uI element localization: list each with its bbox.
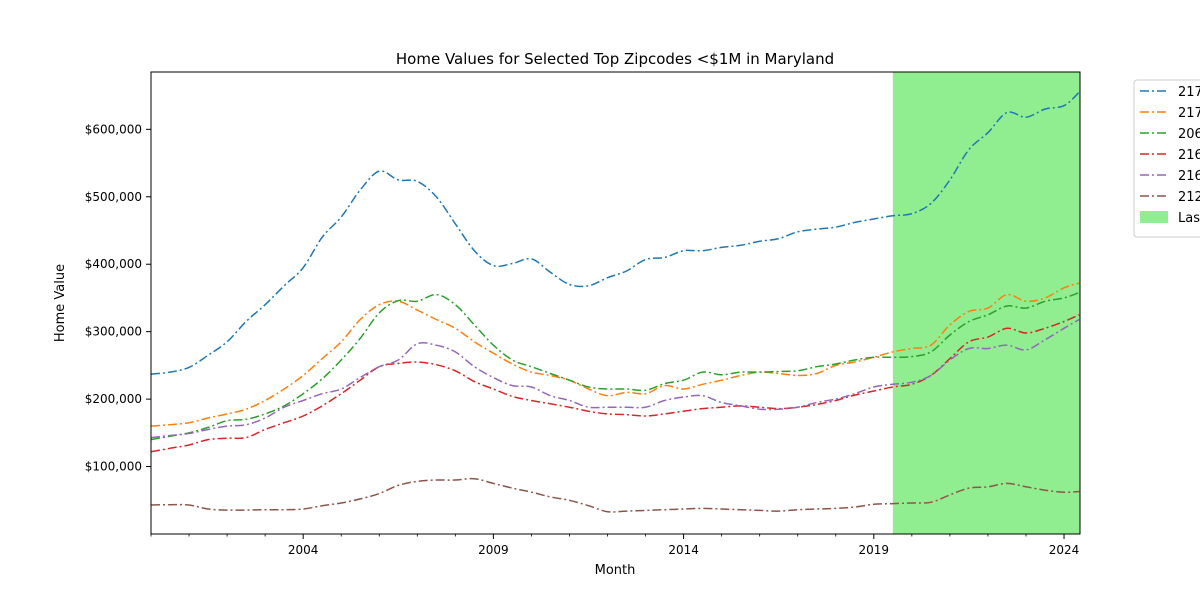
x-tick-label: 2014: [668, 543, 699, 557]
series-line-5: [151, 318, 1080, 439]
chart-title: Home Values for Selected Top Zipcodes <$…: [396, 50, 834, 68]
legend-label: 217: [1178, 106, 1200, 121]
x-tick-label: 2024: [1049, 543, 1080, 557]
x-axis-label: Month: [595, 563, 636, 578]
legend-label: 216: [1178, 148, 1200, 163]
legend-label: 216: [1178, 169, 1200, 184]
legend: 217 217 206 216 216 212 Las: [1133, 79, 1200, 238]
plot-frame: [150, 71, 1081, 535]
x-tick-label: 2019: [859, 543, 890, 557]
highlight-band: [892, 72, 1080, 534]
series-line-3: [151, 291, 1080, 441]
series-line-1: [151, 91, 1080, 375]
series-line-2: [151, 282, 1080, 427]
y-axis-label: Home Value: [53, 264, 68, 342]
legend-label: 206: [1178, 127, 1200, 142]
legend-box: [1133, 79, 1200, 238]
y-tick-label: $600,000: [85, 122, 142, 136]
legend-label: 217: [1178, 85, 1200, 100]
y-tick-label: $100,000: [85, 460, 142, 474]
x-tick-label: 2004: [288, 543, 319, 557]
y-tick-label: $300,000: [85, 325, 142, 339]
plot-area: 2004 2009 2014 2019 2024 $100,000 $200,000 $300…: [85, 71, 1081, 557]
y-tick-label: $500,000: [85, 190, 142, 204]
x-tick-label: 2009: [478, 543, 509, 557]
legend-label: Las: [1178, 211, 1200, 226]
legend-swatch-highlight: [1140, 211, 1168, 223]
series-line-6: [151, 477, 1080, 513]
y-tick-label: $200,000: [85, 392, 142, 406]
legend-label: 212: [1178, 190, 1200, 205]
y-tick-label: $400,000: [85, 257, 142, 271]
